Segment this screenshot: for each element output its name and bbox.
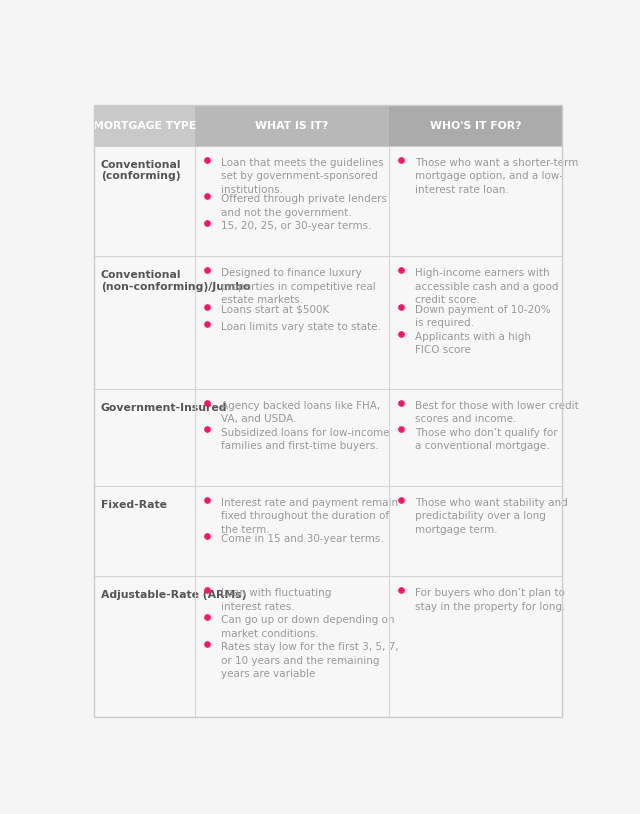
Text: Loan with fluctuating
interest rates.: Loan with fluctuating interest rates. bbox=[221, 589, 332, 612]
Text: Loan that meets the guidelines
set by government-sponsored
institutions.: Loan that meets the guidelines set by go… bbox=[221, 158, 383, 195]
Text: Agency backed loans like FHA,
VA, and USDA.: Agency backed loans like FHA, VA, and US… bbox=[221, 400, 380, 424]
Text: Loan limits vary state to state.: Loan limits vary state to state. bbox=[221, 322, 381, 332]
Bar bbox=[94, 146, 562, 256]
Text: Government-Insured: Government-Insured bbox=[101, 403, 227, 413]
Text: For buyers who don’t plan to
stay in the property for long.: For buyers who don’t plan to stay in the… bbox=[415, 589, 566, 612]
Bar bbox=[94, 576, 562, 717]
Text: 15, 20, 25, or 30-year terms.: 15, 20, 25, or 30-year terms. bbox=[221, 221, 371, 231]
Text: Designed to finance luxury
properties in competitive real
estate markets.: Designed to finance luxury properties in… bbox=[221, 268, 376, 305]
Bar bbox=[195, 105, 389, 146]
Bar bbox=[94, 486, 562, 576]
Text: Rates stay low for the first 3, 5, 7,
or 10 years and the remaining
years are va: Rates stay low for the first 3, 5, 7, or… bbox=[221, 642, 399, 680]
Text: Down payment of 10-20%
is required.: Down payment of 10-20% is required. bbox=[415, 304, 551, 328]
Text: Interest rate and payment remain
fixed throughout the duration of
the term.: Interest rate and payment remain fixed t… bbox=[221, 498, 398, 535]
Text: Subsidized loans for low-income
families and first-time buyers.: Subsidized loans for low-income families… bbox=[221, 427, 389, 451]
Text: Conventional
(non-conforming)/Jumbo: Conventional (non-conforming)/Jumbo bbox=[101, 270, 250, 291]
Text: Best for those with lower credit
scores and income.: Best for those with lower credit scores … bbox=[415, 400, 579, 424]
Bar bbox=[94, 389, 562, 486]
Text: MORTGAGE TYPE: MORTGAGE TYPE bbox=[93, 120, 196, 130]
Bar bbox=[389, 105, 562, 146]
Text: Come in 15 and 30-year terms.: Come in 15 and 30-year terms. bbox=[221, 535, 383, 545]
Text: Those who want a shorter-term
mortgage option, and a low-
interest rate loan.: Those who want a shorter-term mortgage o… bbox=[415, 158, 579, 195]
Text: Conventional
(conforming): Conventional (conforming) bbox=[101, 160, 181, 182]
Bar bbox=[94, 105, 195, 146]
Text: Can go up or down depending on
market conditions.: Can go up or down depending on market co… bbox=[221, 615, 394, 639]
Text: Offered through private lenders
and not the government.: Offered through private lenders and not … bbox=[221, 195, 387, 218]
Text: Adjustable-Rate (ARMs): Adjustable-Rate (ARMs) bbox=[101, 590, 246, 600]
Text: High-income earners with
accessible cash and a good
credit score.: High-income earners with accessible cash… bbox=[415, 268, 559, 305]
Text: Loans start at $500K: Loans start at $500K bbox=[221, 304, 329, 315]
Text: Fixed-Rate: Fixed-Rate bbox=[101, 500, 167, 510]
Text: Applicants with a high
FICO score: Applicants with a high FICO score bbox=[415, 331, 531, 355]
Text: Those who want stability and
predictability over a long
mortgage term.: Those who want stability and predictabil… bbox=[415, 498, 568, 535]
Text: Those who don’t qualify for
a conventional mortgage.: Those who don’t qualify for a convention… bbox=[415, 427, 558, 451]
Text: WHO'S IT FOR?: WHO'S IT FOR? bbox=[429, 120, 521, 130]
Text: WHAT IS IT?: WHAT IS IT? bbox=[255, 120, 328, 130]
Bar bbox=[94, 256, 562, 389]
